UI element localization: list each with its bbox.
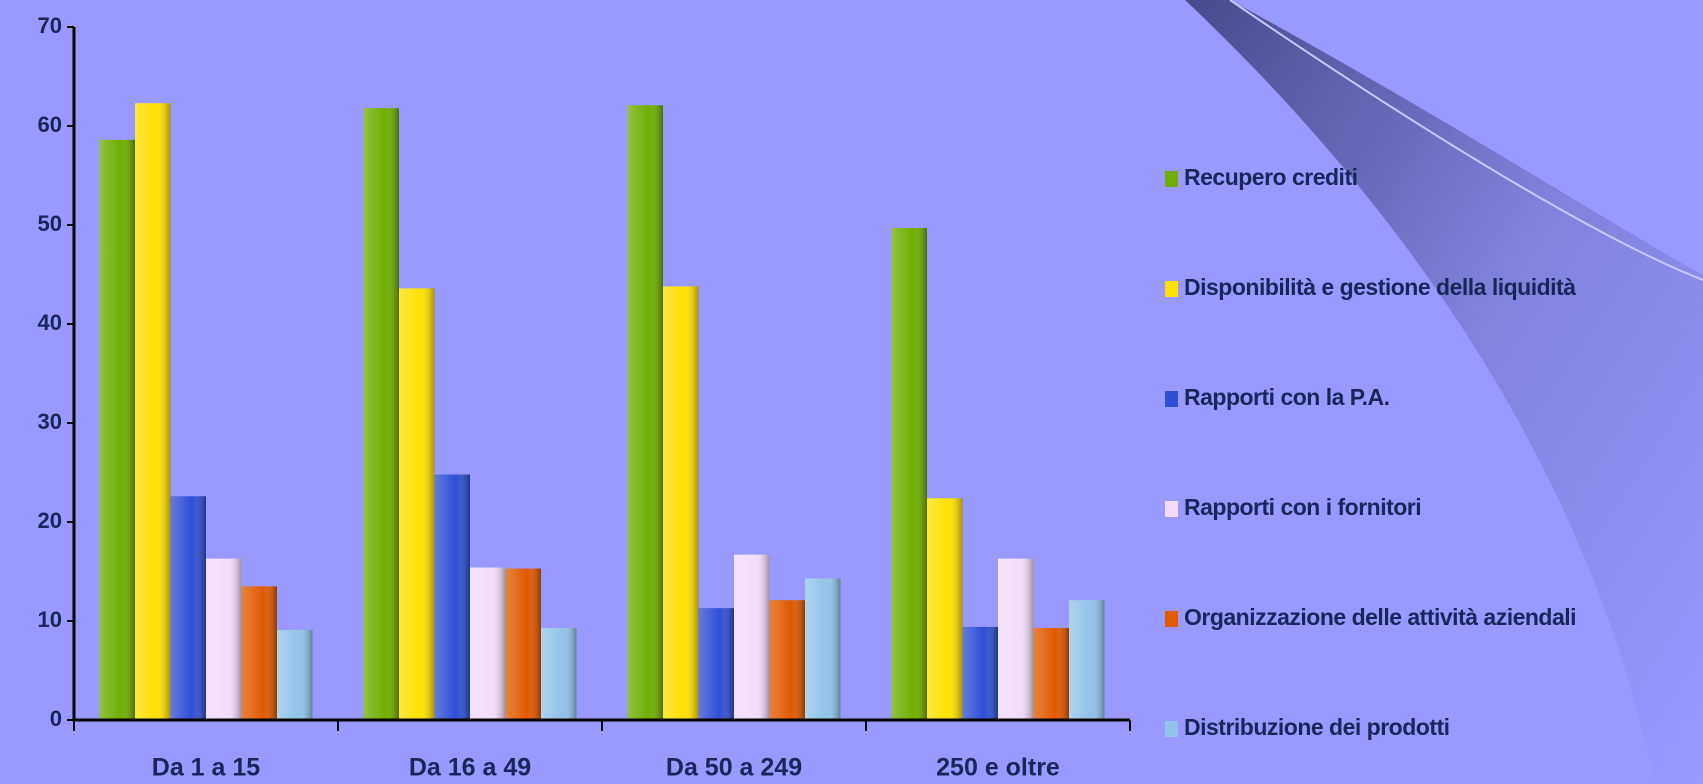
legend-label: Distribuzione dei prodotti: [1184, 714, 1450, 740]
legend-label: Disponibilità e gestione della liquidità: [1184, 274, 1576, 300]
bar: [663, 286, 699, 720]
legend-swatch: [1165, 391, 1178, 407]
legend-swatch: [1165, 501, 1178, 517]
y-tick-label: 60: [38, 112, 62, 137]
bar: [505, 568, 541, 720]
bar: [734, 554, 770, 720]
bar: [363, 108, 399, 721]
legend-label: Organizzazione delle attività aziendali: [1184, 604, 1576, 630]
decoration: [1185, 0, 1703, 784]
legend-swatch: [1165, 721, 1178, 737]
x-tick-label: Da 1 a 15: [152, 754, 261, 782]
y-tick-label: 10: [38, 607, 62, 632]
legend-label: Recupero crediti: [1184, 164, 1358, 190]
legend-swatch: [1165, 281, 1178, 297]
bar: [241, 586, 277, 720]
y-tick-label: 30: [38, 409, 62, 434]
bar: [206, 558, 242, 720]
bar: [698, 608, 734, 720]
legend-label: Rapporti con la P.A.: [1184, 384, 1390, 410]
bar: [998, 558, 1034, 720]
bar: [769, 600, 805, 720]
legend-swatch: [1165, 611, 1178, 627]
bar: [99, 139, 135, 721]
x-tick-label: Da 16 a 49: [409, 754, 531, 782]
bar: [1069, 600, 1105, 720]
bar: [1033, 627, 1069, 720]
bar: [627, 105, 663, 720]
bar: [277, 629, 313, 720]
x-tick-label: Da 50 a 249: [666, 754, 802, 782]
decoration: [1229, 0, 1703, 281]
bar: [399, 288, 435, 720]
bar: [805, 578, 841, 720]
bar: [927, 498, 963, 720]
y-tick-label: 20: [38, 508, 62, 533]
bar: [470, 567, 506, 720]
bar: [891, 227, 927, 720]
legend-label: Rapporti con i fornitori: [1184, 494, 1421, 520]
bar: [541, 627, 577, 720]
legend-swatch: [1165, 171, 1178, 187]
bar: [434, 474, 470, 720]
bar: [135, 103, 171, 721]
y-tick-label: 40: [38, 310, 62, 335]
bar: [962, 626, 998, 720]
y-tick-label: 70: [38, 13, 62, 38]
bar: [170, 496, 206, 720]
x-tick-label: 250 e oltre: [936, 754, 1060, 782]
y-tick-label: 50: [38, 211, 62, 236]
y-tick-label: 0: [50, 706, 62, 731]
